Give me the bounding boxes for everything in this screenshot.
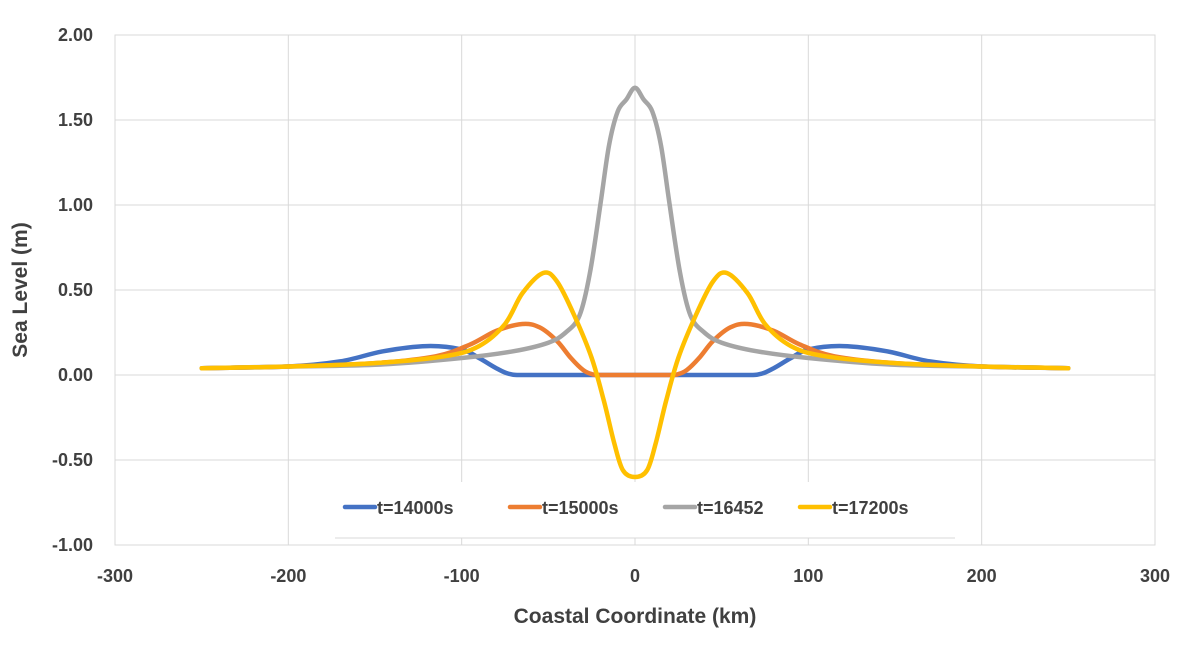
x-tick-label: -200 [270, 566, 306, 586]
y-tick-label: -0.50 [52, 450, 93, 470]
x-tick-label: -100 [444, 566, 480, 586]
legend-label-2: t=16452 [697, 498, 764, 518]
x-axis-title: Coastal Coordinate (km) [514, 605, 757, 628]
x-tick-label: 100 [793, 566, 823, 586]
x-tick-label: 300 [1140, 566, 1170, 586]
y-tick-label: 1.00 [58, 195, 93, 215]
series-line-2 [199, 85, 1071, 371]
grid-lines [114, 34, 1156, 546]
legend-label-0: t=14000s [377, 498, 454, 518]
legend-label-1: t=15000s [542, 498, 619, 518]
x-tick-label: 0 [630, 566, 640, 586]
y-tick-label: 1.50 [58, 110, 93, 130]
series-line-1 [199, 321, 1071, 378]
series-line-3 [199, 270, 1071, 480]
y-tick-label: 0.50 [58, 280, 93, 300]
y-tick-label: -1.00 [52, 535, 93, 555]
x-tick-label: 200 [967, 566, 997, 586]
legend-label-3: t=17200s [832, 498, 909, 518]
y-tick-label: 0.00 [58, 365, 93, 385]
legend: t=14000s t=15000s t=16452 t=17200s [335, 482, 955, 539]
y-tick-label: 2.00 [58, 25, 93, 45]
series-lines [199, 85, 1071, 480]
legend-background [335, 482, 955, 538]
tick-labels: -1.00 -0.50 0.00 0.50 1.00 1.50 2.00 -300 -200 -1… [52, 25, 1170, 586]
y-axis-title: Sea Level (m) [9, 222, 32, 357]
x-tick-label: -300 [97, 566, 133, 586]
